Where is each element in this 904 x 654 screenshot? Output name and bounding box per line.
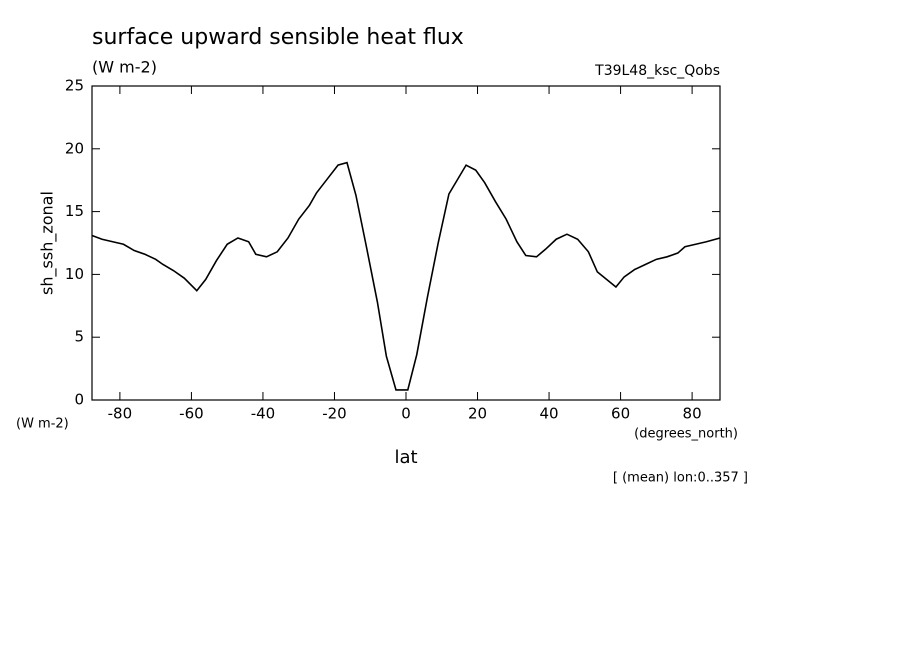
- note: [ (mean) lon:0..357 ]: [613, 471, 748, 486]
- y-axis-label: sh_ssh_zonal: [38, 191, 58, 295]
- x-tick-label: 0: [401, 405, 411, 423]
- y-tick-label: 25: [65, 77, 84, 95]
- x-tick-label: 60: [611, 405, 630, 423]
- data-line: [91, 161, 721, 391]
- y-tick-label: 15: [65, 202, 84, 220]
- chart-title: surface upward sensible heat flux: [92, 25, 464, 50]
- y-tick-label: 10: [65, 265, 84, 283]
- y-tick-label: 0: [74, 391, 84, 409]
- x-tick-label: 80: [683, 405, 702, 423]
- x-unit: (degrees_north): [634, 427, 738, 442]
- x-axis-label: lat: [394, 447, 417, 468]
- x-tick-label: -60: [179, 405, 204, 423]
- y-tick-label: 20: [65, 139, 84, 157]
- x-tick-label: 40: [540, 405, 559, 423]
- x-tick-label: -80: [108, 405, 133, 423]
- y-unit: (W m-2): [16, 417, 69, 432]
- x-tick-label: -40: [251, 405, 276, 423]
- run-label: T39L48_ksc_Qobs: [594, 63, 720, 79]
- plot-frame: [91, 85, 721, 401]
- y-tick-label: 5: [74, 328, 84, 346]
- subtitle: (W m-2): [92, 58, 157, 77]
- x-tick-label: 20: [468, 405, 487, 423]
- x-tick-label: -20: [322, 405, 347, 423]
